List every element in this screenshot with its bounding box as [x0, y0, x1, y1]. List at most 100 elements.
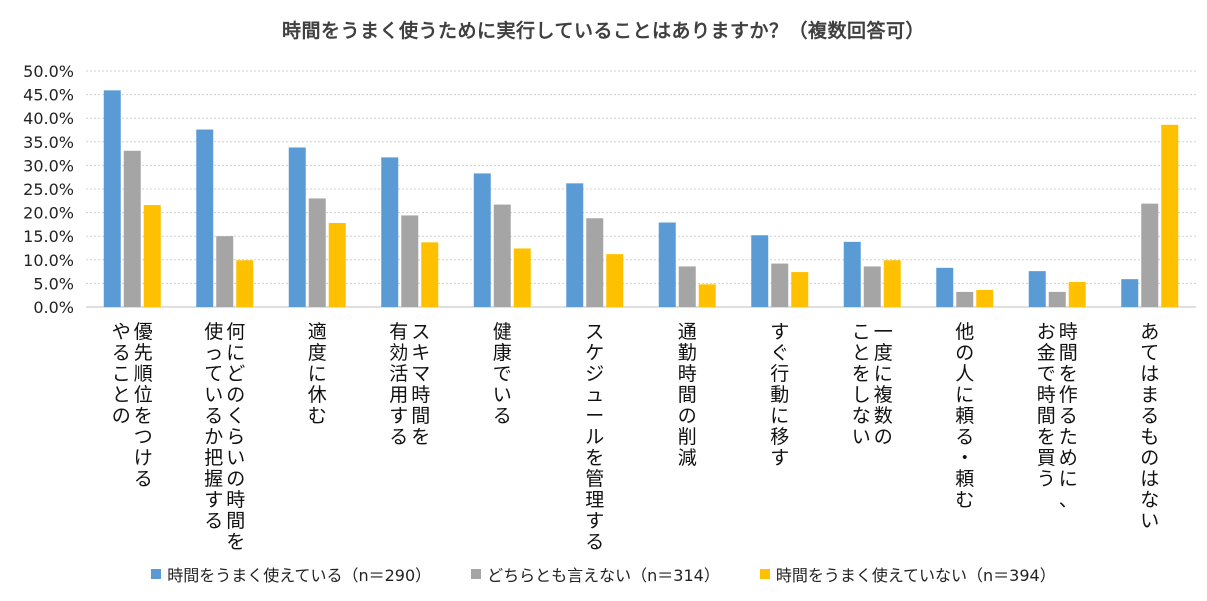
bar-series-2-cat-2 — [216, 236, 234, 307]
x-category-char: 買 — [1037, 447, 1056, 469]
x-category-char: こ — [112, 363, 131, 385]
x-category-char: の — [226, 468, 245, 490]
x-category-char: も — [1140, 426, 1159, 448]
x-category-char: に — [874, 363, 893, 385]
bar-series-2-cat-6 — [586, 218, 604, 307]
x-category-char: を — [1037, 426, 1056, 448]
x-category-char: 間 — [226, 510, 245, 532]
x-category-char: る — [955, 426, 974, 448]
legend-item-series-1: 時間をうまく使えている（n＝290） — [151, 562, 431, 586]
x-category-char: つ — [134, 426, 153, 448]
bar-series-2-cat-4 — [401, 215, 419, 307]
x-category-char: 間 — [1037, 405, 1056, 427]
x-category-char: ル — [585, 426, 604, 448]
x-category-char: 間 — [411, 405, 430, 427]
x-category-char: 先 — [134, 342, 153, 364]
x-category-char: 位 — [134, 384, 153, 406]
x-category-char: い — [204, 384, 223, 406]
bar-series-3-cat-12 — [1161, 124, 1179, 307]
x-category-char: 時 — [411, 384, 430, 406]
x-category-char: い — [852, 426, 871, 448]
x-category-char: 順 — [134, 363, 153, 385]
x-category-char: 他 — [955, 321, 974, 343]
x-category-char: マ — [411, 363, 430, 385]
bar-series-3-cat-10 — [976, 290, 994, 307]
legend-label-3: 時間をうまく使えていない（n＝394） — [775, 566, 1056, 585]
x-category-char: 移 — [770, 426, 789, 448]
x-category-char: こ — [852, 321, 871, 343]
legend-swatch-2 — [471, 569, 482, 579]
x-category-char: ま — [1140, 384, 1159, 406]
x-category-char: に — [226, 342, 245, 364]
x-category-char: 人 — [955, 363, 974, 385]
legend-swatch-3 — [759, 569, 770, 579]
x-category-char: あ — [1140, 321, 1159, 343]
x-category-char: は — [1140, 468, 1159, 490]
bar-series-1-cat-9 — [843, 241, 861, 307]
chart-title: 時間をうまく使うために実行していることはありますか？（複数回答可） — [282, 20, 925, 42]
x-category-char: ぐ — [770, 342, 789, 364]
x-category-char: に — [955, 384, 974, 406]
x-category-char: 減 — [678, 447, 697, 469]
bar-series-2-cat-1 — [123, 150, 141, 307]
x-category-char: 時 — [678, 363, 697, 385]
bar-series-1-cat-1 — [103, 90, 121, 308]
x-category-char: ・ — [955, 447, 974, 469]
x-category-char: う — [1037, 468, 1056, 490]
x-category-char: ス — [585, 321, 604, 343]
x-category-char: 何 — [226, 321, 245, 343]
x-category-char: る — [134, 468, 153, 490]
bar-series-1-cat-10 — [936, 267, 954, 307]
x-category-char: る — [1059, 405, 1078, 427]
x-category-char: と — [852, 342, 871, 364]
x-category-char: て — [204, 363, 223, 385]
bar-series-2-cat-7 — [678, 266, 696, 307]
bar-series-3-cat-4 — [421, 242, 439, 307]
x-category-char: 時 — [1037, 384, 1056, 406]
chart-plot: 0.0% 5.0% 10.0% 15.0% 20.0% 25.0% 30.0% 35.0% 40… — [23, 62, 1196, 553]
bar-series-3-cat-2 — [236, 260, 254, 307]
x-category-char: 金 — [1037, 342, 1056, 364]
x-category-char: な — [852, 405, 871, 427]
x-category-char: を — [585, 447, 604, 469]
x-category-char: 活 — [389, 363, 408, 385]
x-category-char: い — [493, 384, 512, 406]
x-category-char: 管 — [585, 468, 604, 490]
x-category-char: 頼 — [955, 405, 974, 427]
x-category-char: の — [678, 405, 697, 427]
bar-series-3-cat-5 — [513, 248, 531, 307]
x-category-char: 一 — [874, 321, 893, 343]
bar-series-2-cat-9 — [863, 266, 881, 307]
x-category-char: の — [955, 342, 974, 364]
x-category-char: 握 — [204, 468, 223, 490]
legend-label-2: どちらとも言えない（n＝314） — [487, 566, 720, 585]
x-category-char: て — [1140, 342, 1159, 364]
x-category-char: た — [1059, 426, 1078, 448]
x-category-char: か — [204, 426, 223, 448]
x-category-char: ジ — [585, 363, 604, 385]
legend-swatch-1 — [151, 569, 162, 579]
x-category-char: を — [226, 531, 245, 553]
x-category-char: め — [1059, 447, 1078, 469]
y-tick-label: 50.0% — [23, 62, 74, 81]
x-category-char: 健 — [493, 321, 512, 343]
x-category-char: 頼 — [955, 468, 974, 490]
bar-series-1-cat-4 — [381, 157, 399, 307]
bar-series-2-cat-12 — [1141, 203, 1159, 307]
x-category-char: 度 — [874, 342, 893, 364]
bar-series-3-cat-6 — [606, 254, 624, 307]
x-category-char: に — [308, 363, 327, 385]
x-category-char: っ — [204, 342, 223, 364]
x-category-char: い — [226, 447, 245, 469]
bar-series-3-cat-8 — [791, 272, 809, 307]
x-category-char: し — [852, 384, 871, 406]
